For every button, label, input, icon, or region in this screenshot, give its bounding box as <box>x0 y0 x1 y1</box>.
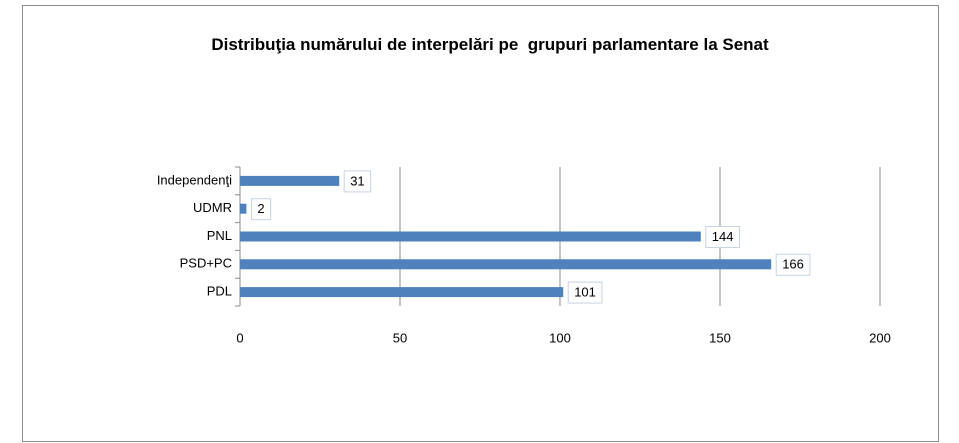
data-label: 101 <box>574 285 596 300</box>
data-label-box <box>343 170 372 193</box>
chart-frame <box>22 5 939 442</box>
data-label-box <box>250 198 272 221</box>
data-label: 31 <box>350 173 364 188</box>
x-tick-label: 150 <box>709 330 731 345</box>
data-label: 166 <box>782 257 804 272</box>
y-tick-label: Independenţi <box>157 172 232 187</box>
x-tick-label: 0 <box>236 330 243 345</box>
chart-title: Distribuţia numărului de interpelări pe … <box>211 35 769 54</box>
bar <box>240 203 247 214</box>
data-label-box <box>775 253 811 276</box>
bar <box>240 231 701 242</box>
x-tick-label: 200 <box>869 330 891 345</box>
data-label: 144 <box>712 229 734 244</box>
data-label-box <box>705 226 741 248</box>
data-label: 2 <box>257 201 264 216</box>
bar <box>240 287 564 298</box>
bar <box>240 259 772 270</box>
y-tick-label: PDL <box>207 284 232 299</box>
y-tick-label: PSD+PC <box>180 256 232 271</box>
bar <box>240 175 340 186</box>
y-tick-label: UDMR <box>193 200 232 215</box>
x-tick-label: 50 <box>393 330 407 345</box>
y-tick-label: PNL <box>207 228 232 243</box>
x-tick-label: 100 <box>549 330 571 345</box>
data-label-box <box>567 281 603 304</box>
